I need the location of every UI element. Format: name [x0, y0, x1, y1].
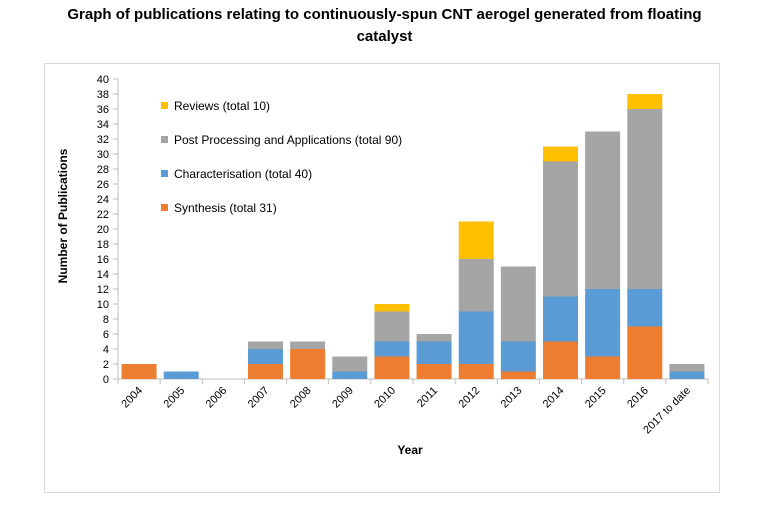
bar-segment-2016-series-3: [627, 94, 663, 109]
bar-segment-2013-series-1: [500, 341, 536, 372]
legend-entry: Characterisation (total 40): [174, 167, 312, 181]
y-axis-label: Number of Publications: [56, 148, 70, 283]
x-tick-label: 2008: [288, 385, 314, 411]
bar-segment-2009-series-2: [332, 356, 368, 372]
y-tick-label: 38: [97, 89, 109, 101]
legend-swatch: [161, 204, 168, 211]
x-tick-label: 2006: [204, 385, 230, 411]
bar-segment-2013-series-0: [500, 371, 536, 379]
x-tick-label: 2009: [330, 385, 356, 411]
bar-segment-2013-series-2: [500, 266, 536, 342]
chart-area: [44, 63, 720, 493]
chart-title-line-2: catalyst: [356, 28, 413, 45]
y-tick-label: 30: [97, 149, 109, 161]
legend: Reviews (total 10) Post Processing and Ap…: [161, 99, 402, 215]
legend-entry: Synthesis (total 31): [174, 201, 277, 215]
x-tick-label: 2011: [415, 385, 440, 410]
y-tick-label: 6: [103, 329, 109, 341]
legend-entry: Post Processing and Applications (total …: [174, 133, 402, 147]
y-tick-label: 10: [97, 299, 109, 311]
x-tick-label: 2004: [119, 385, 145, 411]
legend-swatch: [161, 136, 168, 143]
bar-segment-2010-series-0: [374, 356, 410, 379]
bar-segment-2004-series-0: [121, 364, 157, 379]
bars: [121, 94, 705, 379]
bar-segment-2010-series-3: [374, 304, 410, 312]
y-tick-label: 16: [97, 254, 109, 266]
x-tick-label: 2013: [499, 385, 525, 411]
y-tick-label: 40: [97, 74, 109, 86]
bar-segment-2010-series-2: [374, 311, 410, 342]
bar-segment-2012-series-2: [458, 259, 494, 312]
y-tick-label: 36: [97, 104, 109, 116]
x-tick-label: 2005: [162, 385, 188, 411]
bar-segment-2014-series-1: [543, 296, 578, 342]
bar-segment-2017-to-date-series-1: [669, 371, 705, 379]
bar-segment-2014-series-2: [543, 161, 578, 297]
bar-segment-2016-series-2: [627, 109, 663, 289]
chart-title: Graph of publications relating to contin…: [0, 4, 769, 48]
y-tick-label: 8: [103, 314, 109, 326]
legend-entry: Reviews (total 10): [174, 99, 270, 113]
legend-swatch: [161, 170, 168, 177]
x-axis-label: Year: [397, 443, 423, 457]
y-tick-label: 2: [103, 359, 109, 371]
bar-segment-2007-series-2: [248, 341, 283, 349]
bar-segment-2014-series-3: [543, 146, 578, 162]
y-tick-label: 14: [97, 269, 109, 281]
bar-segment-2005-series-1: [163, 371, 199, 379]
y-tick-label: 20: [97, 224, 109, 236]
bar-segment-2007-series-1: [248, 349, 283, 364]
y-tick-label: 4: [103, 344, 109, 356]
bar-segment-2010-series-1: [374, 341, 410, 357]
x-axis-tick-labels: 2004 2005 2006 2007 2008 2009 2010 2011 2012 2013…: [117, 379, 709, 436]
y-tick-label: 28: [97, 164, 109, 176]
bar-segment-2011-series-0: [416, 364, 452, 379]
legend-swatch: [161, 102, 168, 109]
y-tick-label: 0: [103, 374, 109, 386]
bar-segment-2017-to-date-series-2: [669, 364, 705, 372]
bar-segment-2012-series-3: [458, 221, 494, 259]
x-tick-label: 2007: [246, 385, 272, 411]
y-tick-label: 12: [97, 284, 109, 296]
y-tick-label: 32: [97, 134, 109, 146]
bar-segment-2012-series-0: [458, 364, 494, 379]
x-tick-label: 2016: [625, 385, 651, 411]
bar-segment-2012-series-1: [458, 311, 494, 364]
bar-segment-2009-series-1: [332, 371, 368, 379]
bar-segment-2016-series-0: [627, 326, 663, 379]
y-tick-label: 24: [97, 194, 109, 206]
bar-segment-2011-series-2: [416, 334, 452, 342]
bar-segment-2011-series-1: [416, 341, 452, 364]
y-tick-label: 34: [97, 119, 109, 131]
bar-segment-2015-series-0: [585, 356, 621, 379]
bar-segment-2015-series-1: [585, 289, 621, 357]
x-tick-label: 2014: [541, 385, 567, 411]
bar-segment-2007-series-0: [248, 364, 283, 379]
y-tick-label: 22: [97, 209, 109, 221]
x-tick-label: 2010: [372, 385, 398, 411]
x-tick-label: 2012: [457, 385, 483, 411]
bar-segment-2008-series-2: [290, 341, 326, 349]
y-tick-label: 18: [97, 239, 109, 251]
chart-title-line-1: Graph of publications relating to contin…: [67, 6, 702, 23]
bar-segment-2014-series-0: [543, 341, 578, 379]
y-tick-label: 26: [97, 179, 109, 191]
bar-segment-2016-series-1: [627, 289, 663, 327]
bar-segment-2015-series-2: [585, 131, 621, 289]
bar-segment-2008-series-0: [290, 349, 326, 379]
x-tick-label: 2015: [583, 385, 609, 411]
